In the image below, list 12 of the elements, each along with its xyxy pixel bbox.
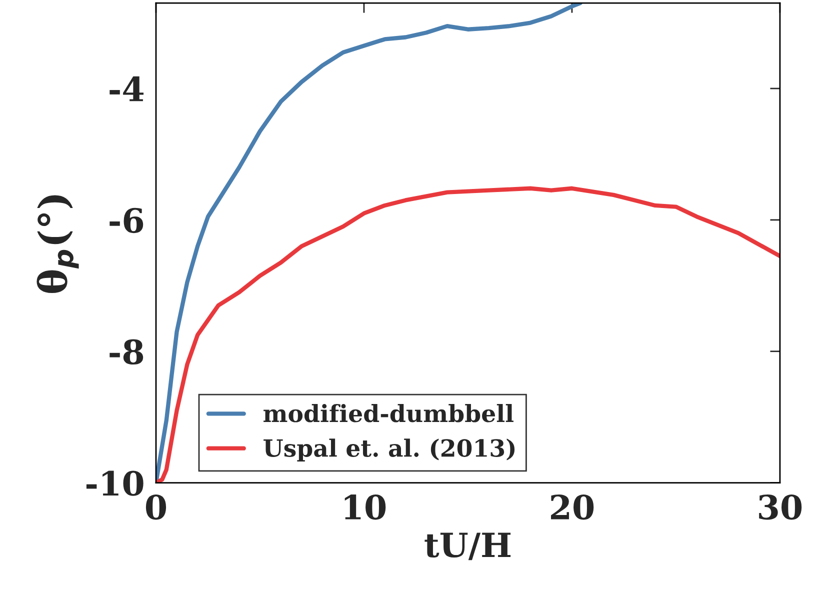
x-tick-label: 20 [551, 494, 594, 520]
y-tick-label: -4 [110, 76, 144, 102]
y-tick-label: -6 [110, 208, 144, 234]
legend-label: Uspal et. al. (2013) [264, 438, 515, 462]
x-tick-label: 0 [146, 494, 166, 520]
legend-label: modified-dumbbell [264, 404, 514, 422]
x-tick-label: 10 [344, 494, 386, 520]
x-tick-label: 30 [759, 494, 802, 520]
y-tick-label: -8 [110, 339, 144, 364]
y-tick-label: -10 [86, 470, 144, 496]
y-axis-title: θ$_{p}$(°) [36, 195, 79, 294]
x-axis-title: tU/H [424, 532, 511, 560]
